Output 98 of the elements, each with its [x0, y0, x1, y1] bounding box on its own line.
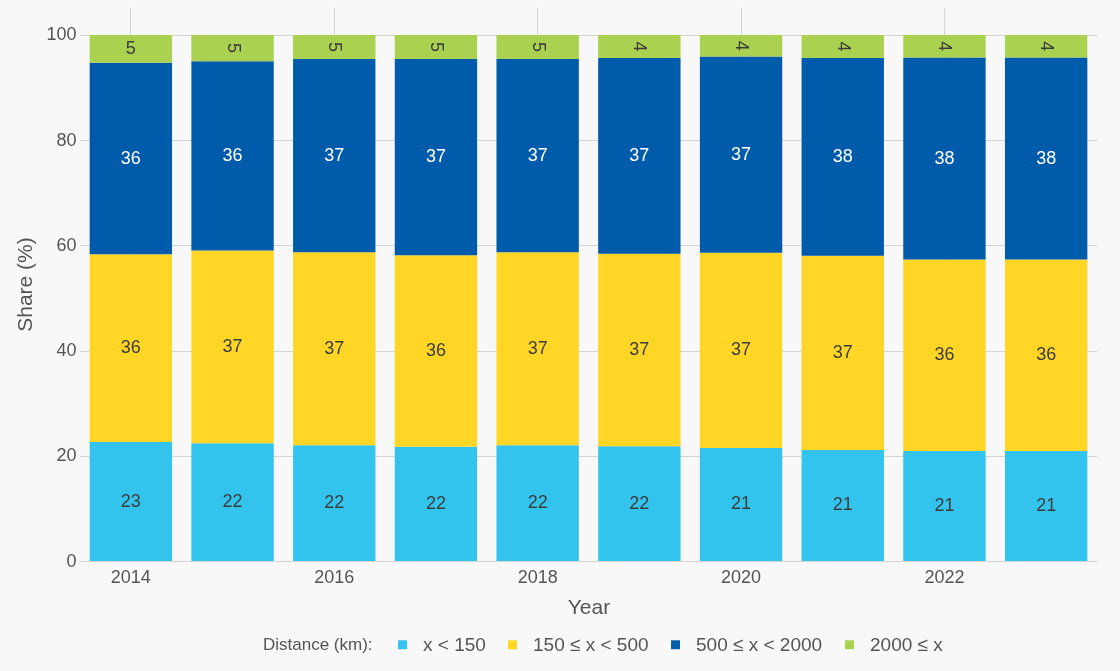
data-label: 37: [629, 339, 650, 360]
data-label: 37: [324, 144, 345, 165]
bar: [903, 57, 986, 260]
bar: [801, 449, 884, 561]
y-tick-label: 40: [56, 340, 77, 361]
bar: [191, 34, 274, 62]
bar: [496, 252, 579, 446]
bar: [699, 56, 783, 253]
legend-title: Distance (km):: [263, 635, 373, 654]
data-label: 21: [934, 495, 955, 516]
y-tick-label: 20: [56, 445, 77, 466]
data-label: 5: [125, 37, 136, 58]
bar: [89, 62, 173, 255]
bar: [293, 445, 376, 561]
bar: [496, 34, 579, 60]
bar: [801, 255, 884, 450]
data-label: 37: [222, 335, 243, 356]
data-label: 4: [732, 40, 753, 51]
data-label: 4: [630, 41, 651, 52]
data-label: 22: [222, 491, 243, 512]
legend-label: 150 ≤ x < 500: [533, 633, 649, 655]
bar: [1004, 57, 1088, 260]
data-label: 5: [426, 41, 447, 52]
data-label: 37: [832, 341, 853, 362]
bar: [496, 59, 579, 253]
x-tick-label: 2018: [517, 566, 558, 587]
bar: [699, 34, 783, 57]
legend-label: x < 150: [423, 633, 486, 655]
x-tick-label: 2022: [924, 566, 965, 587]
x-tick-label: 2014: [110, 566, 151, 587]
bar: [598, 34, 681, 59]
data-label: 22: [425, 492, 446, 513]
bar: [801, 58, 884, 256]
bar: [293, 34, 376, 60]
data-label: 37: [324, 337, 345, 358]
x-axis-title: Year: [567, 594, 611, 618]
data-label: 23: [120, 490, 141, 511]
data-label: 5: [528, 41, 549, 52]
data-label: 22: [324, 492, 345, 513]
bar: [89, 442, 173, 561]
bar: [496, 445, 579, 561]
bar: [394, 255, 478, 447]
bar: [293, 252, 376, 446]
legend-label: 2000 ≤ x: [870, 633, 944, 655]
legend-label: 500 ≤ x < 2000: [696, 633, 823, 655]
bar: [699, 252, 783, 448]
data-label: 37: [425, 146, 446, 167]
bar: [191, 250, 274, 444]
data-label: 4: [833, 41, 854, 52]
data-label: 38: [1036, 147, 1057, 168]
x-tick-label: 2016: [314, 566, 355, 587]
bar: [1004, 34, 1088, 58]
bar: [394, 34, 478, 60]
data-label: 37: [629, 144, 650, 165]
bar: [903, 451, 986, 561]
data-label: 21: [1036, 495, 1057, 516]
data-label: 5: [223, 43, 244, 54]
x-tick-label: 2020: [721, 566, 762, 587]
data-label: 37: [527, 144, 548, 165]
data-label: 37: [731, 143, 752, 164]
data-label: 4: [935, 41, 956, 52]
bar: [1004, 451, 1088, 561]
data-label: 4: [1037, 41, 1058, 52]
data-label: 21: [731, 493, 752, 514]
bar: [293, 59, 376, 253]
y-tick-label: 0: [66, 550, 77, 571]
y-tick-label: 100: [46, 24, 77, 45]
bar: [394, 446, 478, 561]
data-label: 5: [325, 41, 346, 52]
data-label: 36: [120, 337, 141, 358]
bar: [699, 447, 783, 561]
bar: [598, 58, 681, 254]
bar: [89, 34, 173, 63]
data-label: 36: [934, 344, 955, 365]
data-label: 36: [425, 340, 446, 361]
y-tick-label: 60: [56, 234, 77, 255]
bar: [903, 34, 986, 58]
data-label: 37: [731, 339, 752, 360]
data-label: 21: [832, 494, 853, 515]
bar: [1004, 259, 1088, 452]
data-label: 38: [934, 147, 955, 168]
bar: [191, 61, 274, 251]
bar: [89, 254, 173, 443]
bar: [598, 446, 681, 561]
y-tick-label: 80: [56, 129, 77, 150]
bar: [191, 443, 274, 561]
bar: [394, 59, 478, 256]
bar: [598, 253, 681, 447]
data-label: 36: [1036, 344, 1057, 365]
data-label: 22: [527, 492, 548, 513]
bar: [903, 259, 986, 452]
y-axis-title: Share (%): [13, 237, 37, 332]
data-label: 37: [527, 337, 548, 358]
data-label: 22: [629, 492, 650, 513]
data-label: 38: [832, 145, 853, 166]
bar: [801, 34, 884, 59]
data-label: 36: [222, 144, 243, 165]
data-label: 36: [120, 147, 141, 168]
